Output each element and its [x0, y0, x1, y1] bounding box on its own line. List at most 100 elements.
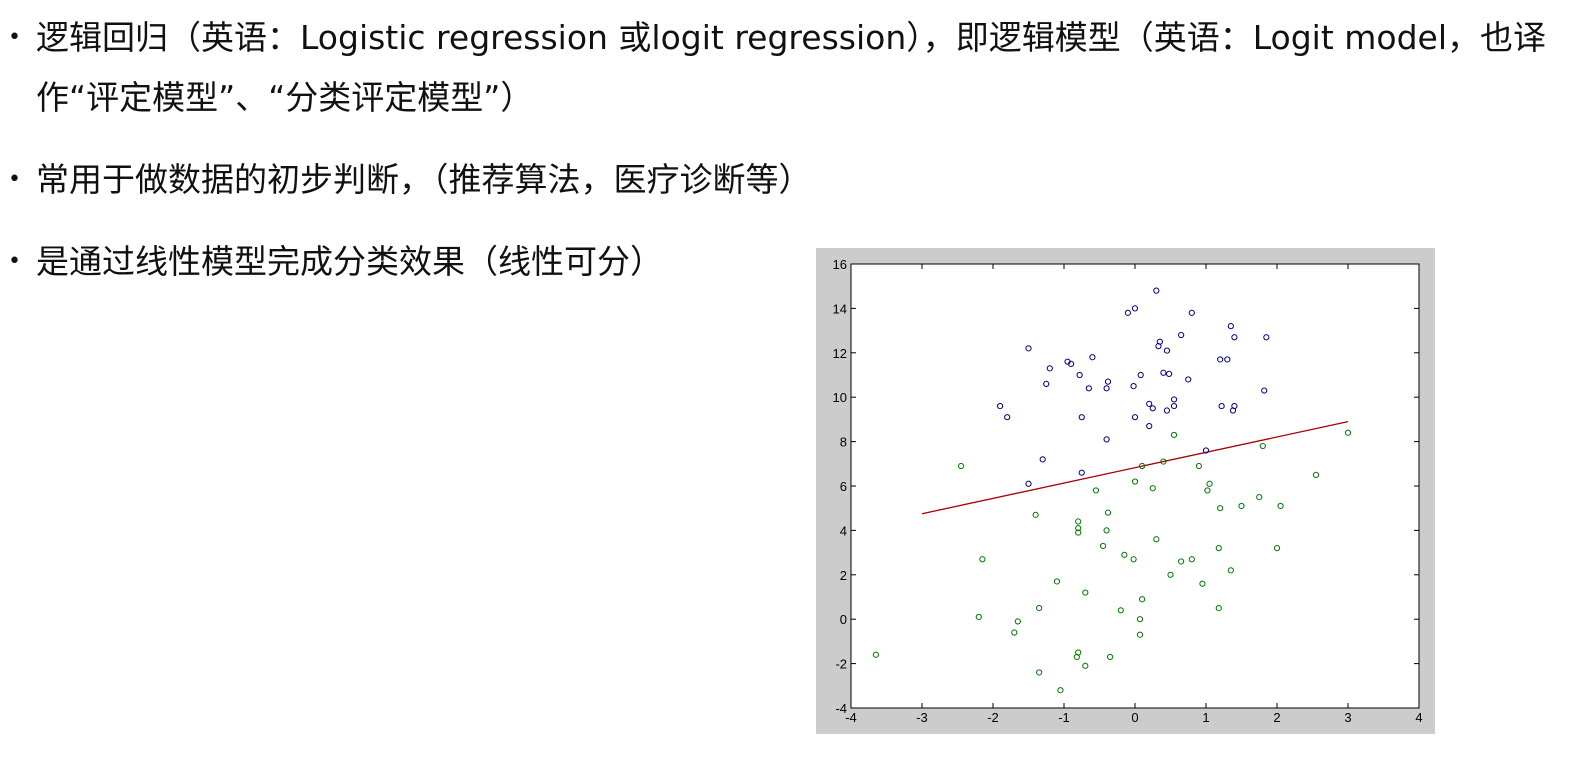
- data-point-class-green: [1277, 502, 1284, 510]
- data-point-class-green: [957, 462, 965, 470]
- data-point-class-blue: [1263, 334, 1270, 341]
- data-point-class-green: [1131, 478, 1139, 485]
- y-tick-label: 16: [833, 257, 847, 272]
- y-tick-label: 4: [840, 523, 847, 538]
- data-point-class-green: [1259, 442, 1266, 450]
- y-tick-label: -4: [835, 701, 847, 716]
- bullet-item-definition: • 逻辑回归（英语：Logistic regression 或logit reg…: [8, 8, 1568, 128]
- data-point-class-green: [1121, 551, 1128, 558]
- data-point-class-green: [1082, 589, 1089, 596]
- data-point-class-green: [1073, 653, 1080, 661]
- data-point-class-green: [1099, 542, 1107, 550]
- x-tick-label: -3: [916, 710, 928, 725]
- data-point-class-blue: [1131, 305, 1139, 312]
- data-point-class-blue: [1039, 456, 1046, 463]
- data-point-class-blue: [1103, 436, 1110, 443]
- data-point-class-blue: [1025, 345, 1032, 352]
- data-point-class-blue: [1068, 360, 1075, 368]
- data-point-class-blue: [1146, 400, 1153, 407]
- data-point-class-blue: [1218, 402, 1225, 410]
- data-point-class-green: [1104, 509, 1112, 516]
- data-point-class-blue: [1078, 469, 1085, 476]
- data-point-class-green: [1215, 545, 1222, 552]
- data-point-class-blue: [1163, 347, 1171, 354]
- data-point-class-green: [1036, 605, 1043, 612]
- x-tick-label: 2: [1273, 710, 1280, 725]
- data-point-class-blue: [1160, 369, 1167, 376]
- data-point-class-green: [1256, 494, 1263, 501]
- data-point-class-green: [1139, 596, 1146, 603]
- bullet-dot: •: [8, 25, 21, 50]
- data-point-class-blue: [1078, 414, 1085, 421]
- data-point-class-blue: [1130, 383, 1137, 390]
- data-point-class-blue: [1146, 422, 1153, 430]
- y-tick-label: 6: [840, 479, 847, 494]
- bullet-text-usage: 常用于做数据的初步判断，（推荐算法，医疗诊断等）: [36, 160, 812, 199]
- y-tick-label: 8: [840, 435, 847, 450]
- bullet-dot: •: [8, 167, 21, 192]
- data-point-class-blue: [1076, 371, 1083, 379]
- data-point-class-blue: [1217, 356, 1224, 363]
- data-point-class-green: [1075, 529, 1082, 536]
- data-point-class-green: [1195, 462, 1202, 470]
- data-point-class-green: [1082, 662, 1089, 669]
- data-point-class-green: [1117, 607, 1124, 614]
- x-tick-label: 4: [1415, 710, 1422, 725]
- data-point-class-blue: [1153, 287, 1160, 294]
- data-point-class-green: [1170, 431, 1178, 439]
- data-point-class-blue: [1231, 334, 1238, 341]
- bullet-text-definition: 逻辑回归（英语：Logistic regression 或logit regre…: [36, 18, 1547, 117]
- y-tick-label: 12: [833, 346, 847, 361]
- data-point-class-blue: [1103, 385, 1110, 392]
- plot-area: [850, 263, 1420, 709]
- data-point-class-green: [1103, 527, 1110, 534]
- data-point-class-blue: [1137, 371, 1144, 379]
- data-point-class-blue: [1224, 356, 1231, 363]
- data-point-class-green: [1130, 556, 1137, 563]
- data-point-class-blue: [1043, 380, 1050, 387]
- bullet-item-usage: • 常用于做数据的初步判断，（推荐算法，医疗诊断等）: [8, 150, 812, 210]
- data-point-class-green: [1227, 567, 1234, 574]
- data-point-class-green: [1149, 485, 1156, 492]
- x-tick-label: -4: [845, 710, 857, 725]
- data-point-class-green: [1215, 605, 1222, 612]
- data-point-class-green: [1139, 462, 1146, 470]
- x-tick-label: 3: [1344, 710, 1351, 725]
- data-point-class-blue: [1261, 387, 1268, 394]
- data-point-class-green: [1344, 429, 1352, 436]
- data-point-class-green: [1153, 536, 1160, 543]
- data-point-class-green: [1136, 631, 1144, 638]
- data-point-class-green: [1057, 687, 1064, 694]
- scatter-plot-figure: -4 -3 -2 -1 0 1 2 3 4 -4 -2 0 2 4 6 8 10 12 14 16: [816, 248, 1435, 734]
- data-point-class-green: [1199, 580, 1206, 587]
- data-point-class-blue: [1149, 405, 1156, 412]
- data-point-class-green: [1312, 471, 1320, 478]
- data-point-class-blue: [1165, 370, 1173, 377]
- data-point-class-green: [1032, 511, 1039, 518]
- data-point-class-green: [1204, 487, 1211, 494]
- data-point-class-blue: [1170, 396, 1178, 403]
- data-point-class-blue: [1188, 309, 1195, 316]
- x-tick-label: 1: [1202, 710, 1209, 725]
- data-point-class-blue: [1025, 480, 1032, 487]
- data-point-class-green: [1011, 629, 1018, 636]
- y-tick-label: 2: [840, 568, 847, 583]
- data-point-class-green: [1273, 545, 1281, 552]
- data-point-class-green: [1136, 616, 1144, 623]
- y-tick-label: 10: [833, 390, 847, 405]
- data-point-class-green: [1014, 618, 1021, 625]
- data-point-class-blue: [1227, 323, 1234, 330]
- bullet-dot: •: [8, 249, 21, 274]
- data-point-class-green: [1238, 502, 1245, 510]
- data-point-class-green: [1075, 518, 1082, 525]
- data-point-class-green: [872, 651, 879, 658]
- data-point-class-blue: [1124, 309, 1131, 316]
- bullet-text-method: 是通过线性模型完成分类效果（线性可分）: [36, 242, 663, 281]
- bullet-item-method: • 是通过线性模型完成分类效果（线性可分）: [8, 232, 663, 292]
- data-point-class-blue: [1202, 447, 1210, 454]
- data-point-class-blue: [1046, 365, 1053, 372]
- x-tick-label: -2: [987, 710, 999, 725]
- data-point-class-blue: [1170, 402, 1178, 410]
- data-point-class-green: [1167, 571, 1174, 578]
